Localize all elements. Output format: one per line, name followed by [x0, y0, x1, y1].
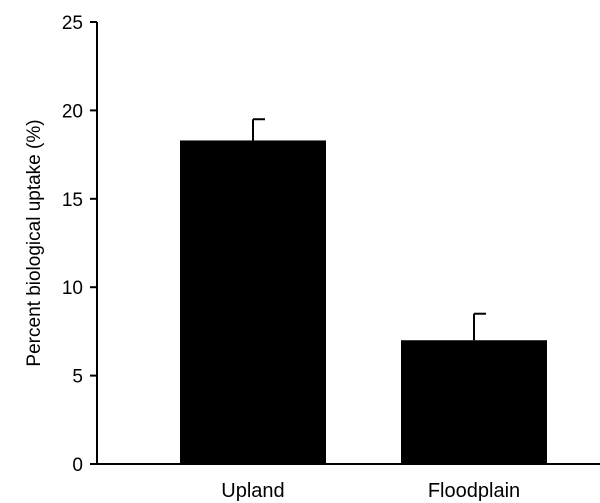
y-axis-title: Percent biological uptake (%)	[24, 119, 45, 366]
y-tick-label-0: 0	[72, 455, 83, 476]
y-tick-label-5: 5	[72, 367, 83, 388]
y-tick-label-25: 25	[62, 13, 83, 34]
y-tick-label-20: 20	[62, 101, 83, 122]
bar-upland	[180, 140, 326, 464]
bars	[180, 118, 547, 464]
y-tick-label-15: 15	[62, 190, 83, 211]
y-axis-ticks: 0 5 10 15 20 25	[62, 13, 97, 476]
x-tick-label-upland: Upland	[221, 480, 284, 502]
bar-floodplain	[401, 340, 547, 464]
x-axis-labels: Upland Floodplain	[221, 480, 520, 502]
y-tick-label-10: 10	[62, 278, 83, 299]
x-tick-label-floodplain: Floodplain	[428, 480, 520, 502]
